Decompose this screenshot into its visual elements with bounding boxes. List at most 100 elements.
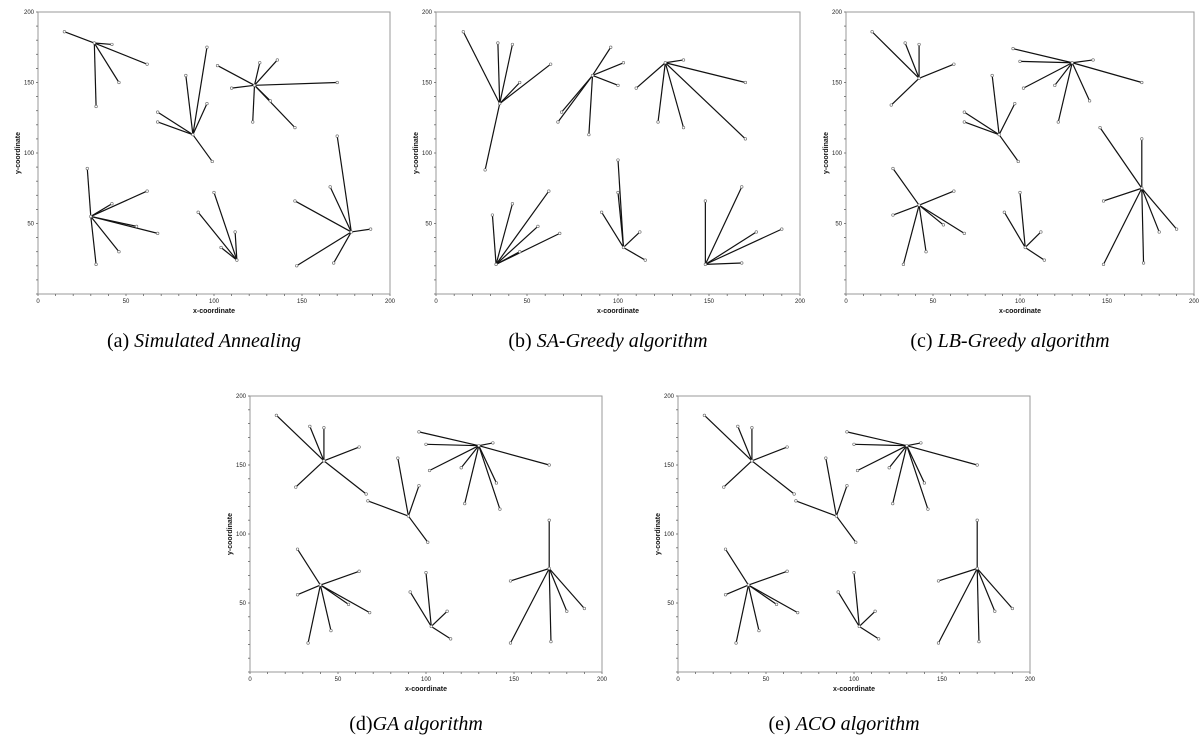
y-tick-label: 50	[425, 222, 432, 228]
x-axis-title: x-coordinate	[833, 686, 875, 693]
node-point	[587, 133, 591, 137]
node-point	[917, 42, 921, 47]
node-point	[905, 444, 909, 448]
node-point	[1016, 159, 1020, 164]
x-axis-title: x-coordinate	[405, 686, 447, 693]
edge-line	[1024, 246, 1045, 261]
node-point	[922, 481, 927, 485]
caption-e: (e) ACO algorithm	[650, 713, 1038, 736]
edge-line	[254, 59, 278, 86]
y-tick-label: 150	[236, 463, 247, 469]
edge-line	[1072, 59, 1094, 64]
node-point	[156, 231, 160, 235]
node-point	[852, 442, 856, 446]
node-point	[1140, 137, 1144, 141]
node-point	[877, 637, 881, 641]
edge-line	[297, 548, 321, 586]
edge-line	[192, 47, 208, 135]
node-point	[962, 231, 966, 235]
x-tick-label: 200	[1189, 299, 1200, 305]
edge-line	[617, 192, 625, 248]
edge-line	[275, 414, 325, 462]
node-point	[1053, 83, 1057, 87]
node-point	[357, 445, 361, 449]
node-point	[215, 63, 220, 68]
edge-line	[323, 460, 367, 495]
node-point	[364, 492, 368, 496]
node-point	[396, 456, 400, 460]
edge-line	[1023, 62, 1073, 89]
node-point	[295, 547, 300, 551]
node-point	[89, 214, 93, 219]
edge-line	[460, 445, 480, 469]
node-point	[427, 468, 432, 473]
node-point	[834, 514, 838, 518]
x-tick-label: 100	[1015, 299, 1026, 305]
edge-line	[295, 460, 325, 488]
node-point	[656, 120, 660, 124]
edge-line	[252, 85, 256, 123]
node-point	[329, 629, 333, 633]
node-point	[293, 199, 297, 203]
edge-line	[1019, 192, 1026, 248]
edge-line	[418, 431, 479, 447]
node-point	[590, 73, 595, 78]
caption-d-prefix: (d)	[349, 713, 373, 735]
node-point	[565, 609, 569, 613]
node-point	[774, 602, 779, 606]
edge-line	[548, 568, 568, 612]
edge-line	[367, 500, 409, 517]
node-point	[233, 230, 237, 234]
node-point	[559, 110, 564, 114]
y-tick-label: 150	[24, 81, 35, 87]
edge-line	[425, 572, 432, 627]
edge-line	[892, 445, 908, 504]
caption-b-prefix: (b)	[508, 330, 537, 352]
caption-d: (d)GA algorithm	[222, 713, 610, 736]
edge-line	[499, 44, 514, 104]
node-point	[349, 230, 353, 234]
node-point	[184, 73, 188, 78]
node-point	[275, 58, 279, 62]
edge-line	[835, 485, 848, 517]
x-tick-label: 50	[335, 677, 342, 683]
x-tick-label: 50	[763, 677, 770, 683]
edge-line	[430, 625, 451, 640]
edge-line	[635, 62, 666, 89]
x-tick-label: 150	[704, 299, 715, 305]
y-tick-label: 100	[832, 151, 843, 157]
node-point	[703, 262, 707, 266]
y-tick-label: 50	[27, 222, 34, 228]
edge-line	[623, 246, 646, 261]
node-point	[616, 190, 620, 195]
edge-line	[192, 103, 208, 135]
x-tick-label: 50	[123, 299, 130, 305]
node-point	[92, 41, 96, 45]
edge-line	[296, 231, 352, 267]
node-point	[889, 103, 893, 107]
node-point	[634, 86, 638, 90]
node-point	[873, 609, 877, 613]
edge-line	[509, 568, 550, 644]
node-point	[962, 110, 966, 114]
edge-line	[557, 75, 594, 123]
node-point	[196, 210, 200, 214]
edge-line	[64, 31, 95, 44]
node-point	[582, 606, 587, 611]
edge-line	[351, 228, 371, 233]
edge-line	[409, 591, 432, 627]
edge-line	[937, 568, 978, 644]
node-point	[917, 76, 921, 80]
edge-line	[825, 457, 837, 517]
edge-line	[336, 135, 352, 233]
node-point	[962, 120, 966, 124]
node-point	[1101, 199, 1106, 203]
node-point	[852, 571, 856, 575]
edge-line	[664, 62, 685, 128]
node-point	[746, 583, 750, 587]
panel-a: 0 50 100 150 200 50 100 150 200 x-coordinate y-coo…	[10, 6, 398, 318]
plot-area	[435, 11, 801, 295]
network-edges	[64, 31, 371, 267]
network-edges	[275, 414, 585, 644]
x-tick-label: 200	[1025, 677, 1036, 683]
